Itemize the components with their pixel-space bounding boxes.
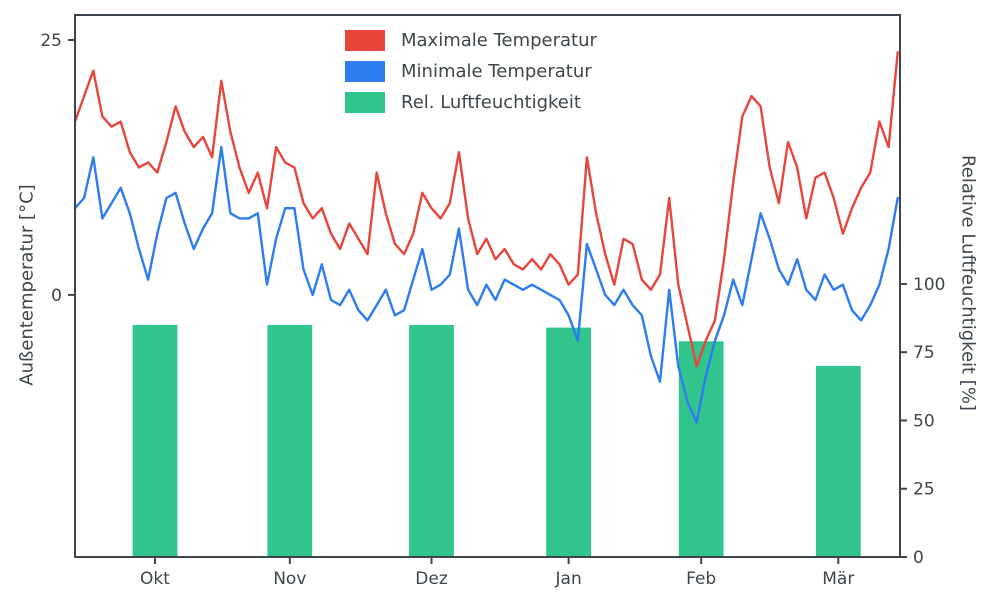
humidity-bar — [815, 365, 861, 557]
legend-swatch-humidity — [345, 92, 385, 113]
y-left-tick-label: 25 — [40, 31, 62, 51]
legend-item-min-temp: Minimale Temperatur — [345, 61, 597, 82]
x-axis-ticks: Okt Nov Dez Jan Feb Mär — [140, 557, 854, 589]
y-right-tick-label: 25 — [913, 480, 935, 500]
legend-label-humidity: Rel. Luftfeuchtigkeit — [401, 92, 581, 113]
y-axis-right-ticks: 0 25 50 75 100 — [900, 275, 945, 568]
y-axis-label-right: Relative Luftfeuchtigkeit [%] — [957, 155, 979, 411]
humidity-bar — [546, 327, 591, 557]
y-axis-label-left: Außentemperatur [°C] — [16, 184, 38, 386]
y-right-tick-label: 75 — [913, 343, 935, 363]
y-right-tick-label: 50 — [913, 411, 935, 431]
legend-label-max-temp: Maximale Temperatur — [401, 30, 597, 51]
plot-border — [74, 14, 901, 558]
min-temperature-line — [73, 145, 899, 424]
humidity-bar — [267, 324, 313, 557]
y-right-tick-label: 0 — [913, 548, 924, 568]
humidity-bar — [132, 324, 178, 557]
x-tick-label: Nov — [273, 569, 306, 589]
legend-item-humidity: Rel. Luftfeuchtigkeit — [345, 92, 597, 113]
humidity-bars — [132, 324, 861, 557]
x-tick-label: Okt — [140, 569, 170, 589]
x-tick-label: Feb — [686, 569, 716, 589]
legend-swatch-min-temp — [345, 61, 385, 82]
x-tick-label: Mär — [822, 569, 854, 589]
legend-label-min-temp: Minimale Temperatur — [401, 61, 592, 82]
y-right-tick-label: 100 — [913, 275, 945, 295]
max-temperature-line — [73, 51, 899, 368]
humidity-bar — [678, 341, 724, 557]
x-tick-label: Jan — [555, 569, 582, 589]
humidity-bar — [409, 324, 454, 557]
legend: Maximale Temperatur Minimale Temperatur … — [345, 30, 597, 113]
legend-item-max-temp: Maximale Temperatur — [345, 30, 597, 51]
x-tick-label: Dez — [415, 569, 448, 589]
legend-swatch-max-temp — [345, 30, 385, 51]
y-left-tick-label: 0 — [51, 286, 62, 306]
y-axis-left-ticks: 0 25 — [40, 31, 75, 306]
